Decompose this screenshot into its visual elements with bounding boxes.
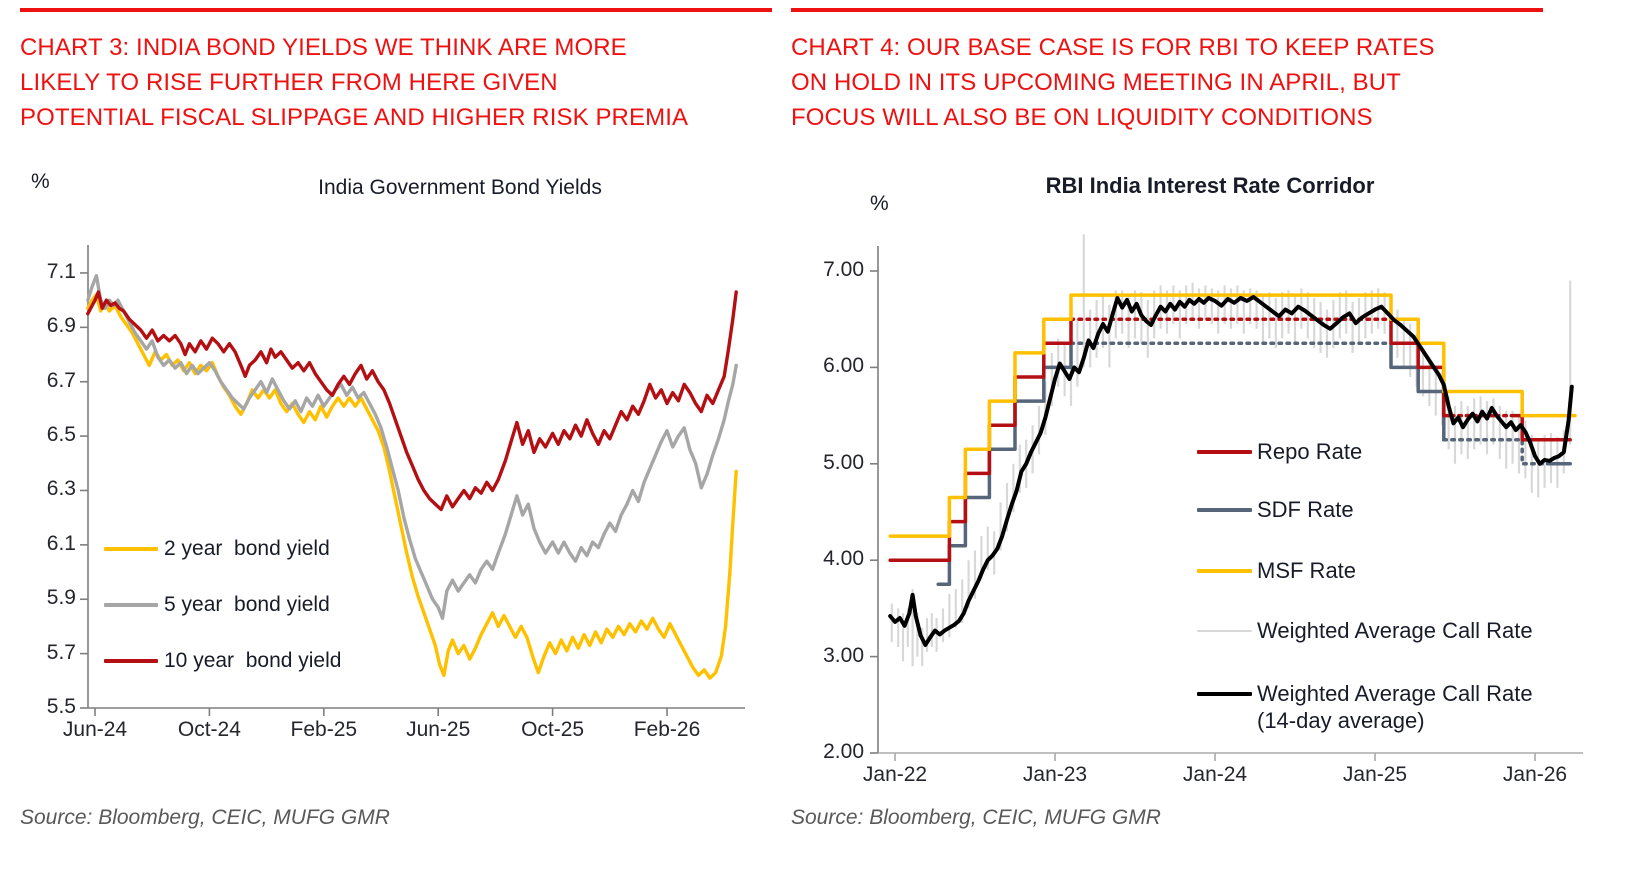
- corridor-line-2-0: [888, 293, 1577, 538]
- left-chart-title: India Government Bond Yields: [318, 176, 602, 199]
- left-y-tick-label: 6.7: [46, 368, 76, 392]
- left-y-tick-label: 5.5: [46, 695, 76, 718]
- wacr-14day-line: [888, 295, 1574, 647]
- chart4-heading-line3: FOCUS WILL ALSO BE ON LIQUIDITY CONDITIO…: [791, 104, 1373, 131]
- right-x-tick-label: Jan-24: [1182, 763, 1248, 786]
- legend-swatch-2y: [104, 547, 158, 551]
- corridor-line-0-4: [1520, 413, 1572, 442]
- left-x-tick-label: Jun-24: [62, 718, 128, 741]
- legend-swatch-msf: [1197, 569, 1252, 573]
- legend-item-wacr: Weighted Average Call Rate: [1197, 617, 1533, 644]
- legend-swatch-10y: [104, 659, 158, 663]
- legend-swatch-wacr: [1197, 630, 1252, 632]
- left-y-tick-label: 6.3: [46, 477, 76, 501]
- right-x-tick-label: Jan-22: [862, 763, 928, 786]
- legend-item-msf: MSF Rate: [1197, 557, 1356, 584]
- left-x-tick-label: Oct-25: [521, 718, 585, 741]
- left-y-tick-label: 7.1: [46, 259, 76, 283]
- corridor-line-1-3: [1442, 437, 1550, 466]
- legend-label-10y: 10 year bond yield: [164, 649, 342, 672]
- right-top-rule: [791, 8, 1543, 12]
- chart4-heading-line2: ON HOLD IN ITS UPCOMING MEETING IN APRIL…: [791, 69, 1401, 96]
- corridor-line-0-0: [888, 317, 1073, 562]
- legend-item-5y: 5 year bond yield: [104, 592, 330, 618]
- left-x-tick-label: Feb-25: [290, 718, 358, 741]
- legend-item-sdf: SDF Rate: [1197, 496, 1354, 523]
- legend-item-2y: 2 year bond yield: [104, 536, 330, 562]
- legend-swatch-repo: [1197, 450, 1252, 454]
- left-y-tick-label: 6.5: [46, 423, 76, 447]
- right-source-note: Source: Bloomberg, CEIC, MUFG GMR: [791, 806, 1161, 829]
- chart3-heading-line3: POTENTIAL FISCAL SLIPPAGE AND HIGHER RIS…: [20, 104, 689, 131]
- chart3-heading: CHART 3: INDIA BOND YIELDS WE THINK ARE …: [20, 30, 776, 135]
- legend-label-wacr14-line1: Weighted Average Call Rate: [1257, 681, 1533, 706]
- legend-label-wacr: Weighted Average Call Rate: [1257, 618, 1533, 643]
- right-x-tick-label: Jan-25: [1342, 763, 1408, 786]
- left-x-tick-label: Oct-24: [177, 718, 241, 741]
- right-x-tick-label: Jan-23: [1022, 763, 1088, 786]
- right-y-tick-label: 6.00: [823, 354, 864, 378]
- legend-swatch-wacr14: [1197, 692, 1252, 696]
- right-y-tick-label: 7.00: [823, 258, 864, 281]
- legend-label-2y: 2 year bond yield: [164, 537, 330, 560]
- left-y-tick-label: 5.7: [46, 640, 76, 664]
- chart4-heading-line1: CHART 4: OUR BASE CASE IS FOR RBI TO KEE…: [791, 34, 1435, 61]
- legend-item-wacr14: Weighted Average Call Rate (14-day avera…: [1197, 680, 1533, 734]
- chart4-heading: CHART 4: OUR BASE CASE IS FOR RBI TO KEE…: [791, 30, 1547, 135]
- left-y-tick-label: 6.9: [46, 314, 76, 338]
- left-x-tick-label: Jun-25: [406, 718, 471, 741]
- left-y-unit-label: %: [31, 170, 50, 193]
- legend-item-10y: 10 year bond yield: [104, 648, 341, 674]
- right-y-tick-label: 4.00: [823, 547, 864, 571]
- legend-label-msf: MSF Rate: [1257, 558, 1357, 583]
- legend-swatch-5y: [104, 603, 158, 607]
- left-y-tick-label: 5.9: [46, 586, 76, 610]
- right-x-tick-label: Jan-26: [1502, 763, 1568, 786]
- left-x-tick-label: Feb-26: [633, 718, 701, 741]
- right-y-tick-label: 2.00: [823, 740, 864, 763]
- chart3-heading-line1: CHART 3: INDIA BOND YIELDS WE THINK ARE …: [20, 34, 627, 61]
- bond-yield-line-2: [86, 290, 738, 512]
- right-y-tick-label: 3.00: [823, 643, 864, 667]
- legend-label-sdf: SDF Rate: [1257, 497, 1354, 522]
- legend-label-repo: Repo Rate: [1257, 439, 1363, 464]
- right-y-unit-label: %: [870, 192, 889, 215]
- bond-yield-line-1: [86, 274, 738, 620]
- right-chart-title: RBI India Interest Rate Corridor: [1045, 173, 1375, 198]
- right-y-tick-label: 5.00: [823, 450, 864, 474]
- legend-item-repo: Repo Rate: [1197, 438, 1362, 465]
- chart3-heading-line2: LIKELY TO RISE FURTHER FROM HERE GIVEN: [20, 69, 558, 96]
- left-y-tick-label: 6.1: [46, 531, 76, 555]
- legend-swatch-sdf: [1197, 508, 1252, 512]
- left-source-note: Source: Bloomberg, CEIC, MUFG GMR: [20, 806, 390, 829]
- legend-label-wacr14-line2: (14-day average): [1257, 708, 1425, 733]
- legend-label-5y: 5 year bond yield: [164, 593, 330, 616]
- left-top-rule: [20, 8, 772, 12]
